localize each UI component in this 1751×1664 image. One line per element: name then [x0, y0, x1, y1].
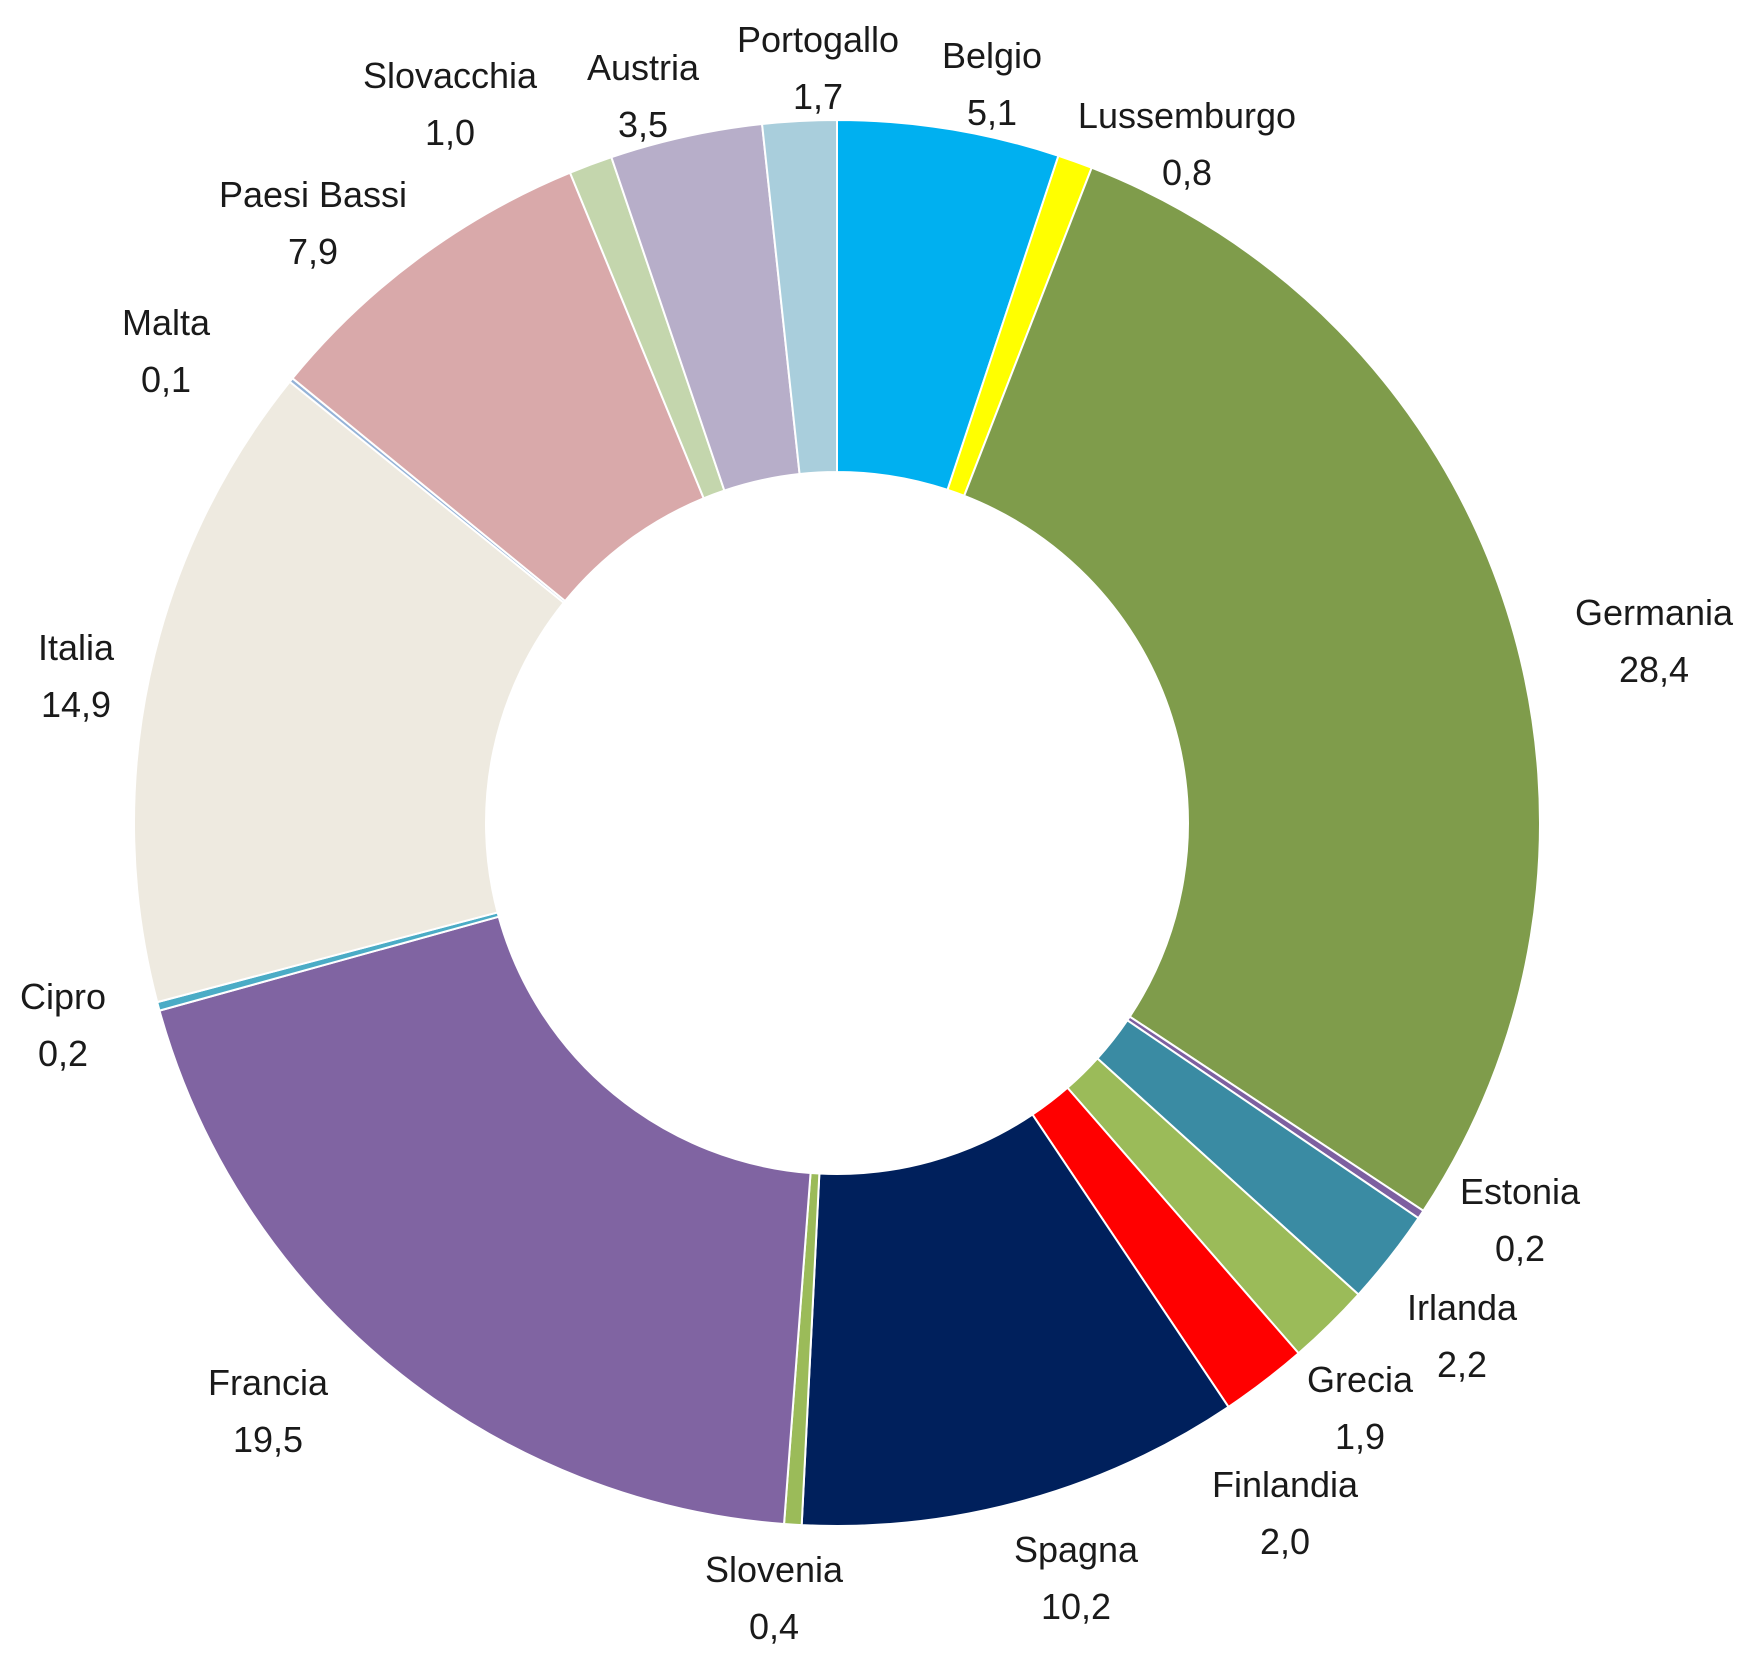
slice-value-label: 5,1: [967, 92, 1017, 133]
slice-label: Slovenia: [705, 1549, 844, 1590]
slice-value-label: 0,1: [141, 359, 191, 400]
slice-label: Spagna: [1014, 1529, 1139, 1570]
slice-value-label: 1,9: [1335, 1416, 1385, 1457]
slice-label: Malta: [122, 302, 211, 343]
slice-value-label: 0,2: [1495, 1228, 1545, 1269]
slice-value-label: 2,0: [1260, 1521, 1310, 1562]
slice-label: Germania: [1575, 592, 1734, 633]
donut-slices: [133, 118, 1541, 1527]
slice-value-label: 1,7: [793, 76, 843, 117]
slice-label: Austria: [587, 47, 700, 88]
slice-labels: Belgio 5,1 Lussemburgo 0,8 Germania 28,4 Eston…: [20, 19, 1734, 1647]
slice-value-label: 28,4: [1619, 649, 1689, 690]
slice-label: Belgio: [942, 35, 1042, 76]
slice-value-label: 1,0: [425, 112, 475, 153]
slice-label: Italia: [38, 627, 115, 668]
slice-value-label: 7,9: [288, 231, 338, 272]
slice-label: Grecia: [1307, 1359, 1414, 1400]
slice-label: Irlanda: [1407, 1287, 1518, 1328]
slice-value-label: 0,4: [749, 1606, 799, 1647]
slice-italia: [133, 380, 566, 1004]
slice-value-label: 0,2: [38, 1033, 88, 1074]
slice-value-label: 0,8: [1162, 152, 1212, 193]
slice-label: Paesi Bassi: [219, 174, 407, 215]
slice-label: Cipro: [20, 976, 106, 1017]
slice-value-label: 10,2: [1041, 1586, 1111, 1627]
slice-spagna: [800, 1113, 1230, 1527]
slice-label: Portogallo: [737, 19, 899, 60]
slice-value-label: 14,9: [41, 684, 111, 725]
slice-label: Finlandia: [1212, 1464, 1359, 1505]
slice-portogallo: [760, 118, 838, 476]
slice-label: Estonia: [1460, 1171, 1581, 1212]
slice-value-label: 3,5: [618, 104, 668, 145]
slice-francia: [158, 915, 812, 1526]
slice-value-label: 2,2: [1437, 1344, 1487, 1385]
slice-value-label: 19,5: [233, 1419, 303, 1460]
slice-label: Slovacchia: [363, 55, 538, 96]
slice-germania: [962, 166, 1541, 1213]
slice-label: Francia: [208, 1362, 329, 1403]
slice-label: Lussemburgo: [1078, 95, 1296, 136]
